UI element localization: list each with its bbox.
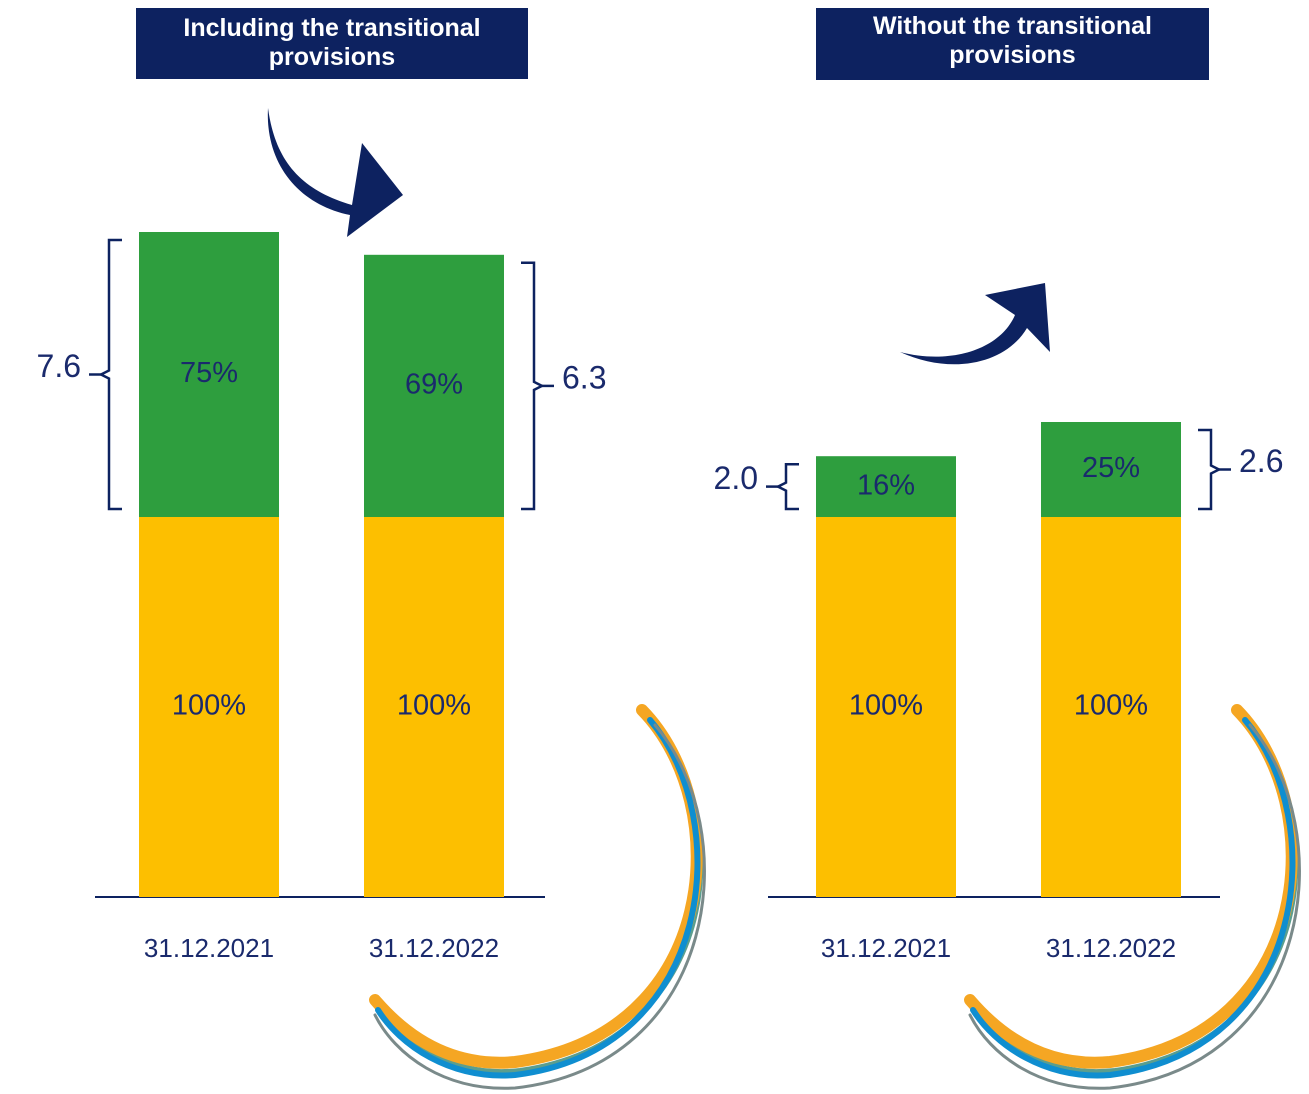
bracket xyxy=(1198,430,1219,509)
bar-label: 100% xyxy=(172,690,246,722)
bar-label: 16% xyxy=(857,469,915,501)
bracket-label: 2.0 xyxy=(714,460,758,496)
bar-label: 75% xyxy=(180,357,238,389)
x-tick-label: 31.12.2022 xyxy=(369,933,499,963)
bracket xyxy=(521,263,542,509)
bar-label: 100% xyxy=(849,690,923,722)
arrow-down xyxy=(268,108,403,237)
bar-label: 100% xyxy=(397,690,471,722)
bar-label: 100% xyxy=(1074,690,1148,722)
bracket xyxy=(778,464,799,509)
x-tick-label: 31.12.2022 xyxy=(1046,933,1176,963)
x-tick-label: 31.12.2021 xyxy=(144,933,274,963)
bracket-label: 2.6 xyxy=(1239,443,1283,479)
bracket-label: 6.3 xyxy=(562,359,606,395)
chart-title: Without the transitional provisions xyxy=(816,8,1209,80)
arrow-up xyxy=(900,283,1050,364)
bracket-label: 7.6 xyxy=(37,348,81,384)
chart-title: Including the transitional provisions xyxy=(136,8,528,79)
bar-label: 69% xyxy=(405,369,463,401)
bar-label: 25% xyxy=(1082,452,1140,484)
bracket xyxy=(101,240,122,509)
chart: 100% 75% 7.6 31.12.2021 100% 69% 6.3 31.12.2022… xyxy=(0,0,1309,1094)
page: 100% 75% 7.6 31.12.2021 100% 69% 6.3 31.12.2022… xyxy=(0,0,1309,1094)
x-tick-label: 31.12.2021 xyxy=(821,933,951,963)
